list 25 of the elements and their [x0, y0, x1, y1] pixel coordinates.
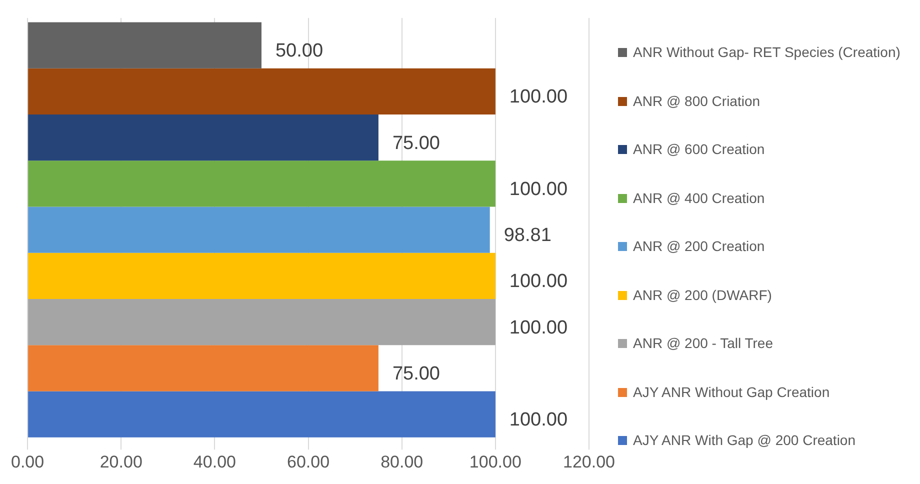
legend-label: ANR @ 200 - Tall Tree [633, 335, 774, 351]
data-label: 50.00 [275, 40, 324, 62]
data-label: 100.00 [509, 178, 568, 200]
legend-label: AJY ANR With Gap @ 200 Creation [633, 432, 856, 448]
x-tick-label: 120.00 [563, 452, 615, 472]
legend-label: ANR Without Gap- RET Species (Creation) [633, 44, 900, 60]
legend-label: ANR @ 600 Creation [633, 141, 765, 157]
legend-label: AJY ANR Without Gap Creation [633, 384, 830, 400]
x-tick-label: 80.00 [380, 452, 424, 472]
data-label: 98.81 [504, 225, 552, 246]
legend-label: ANR @ 800 Criation [633, 92, 760, 108]
x-tick-label: 0.00 [10, 452, 44, 472]
x-tick-label: 60.00 [287, 452, 330, 472]
data-label: 100.00 [509, 410, 568, 431]
x-tick-label: 40.00 [193, 452, 236, 472]
data-label: 75.00 [392, 132, 440, 154]
x-tick-label: 20.00 [100, 452, 142, 472]
data-label: 75.00 [392, 363, 440, 384]
legend-label: ANR @ 200 Creation [633, 238, 765, 254]
data-label: 100.00 [509, 317, 568, 338]
legend-label: ANR @ 200 (DWARF) [633, 286, 772, 302]
legend-label: ANR @ 400 Creation [633, 190, 765, 206]
x-tick-label: 100.00 [469, 452, 522, 472]
data-label: 100.00 [509, 86, 568, 108]
data-label: 100.00 [509, 271, 568, 292]
